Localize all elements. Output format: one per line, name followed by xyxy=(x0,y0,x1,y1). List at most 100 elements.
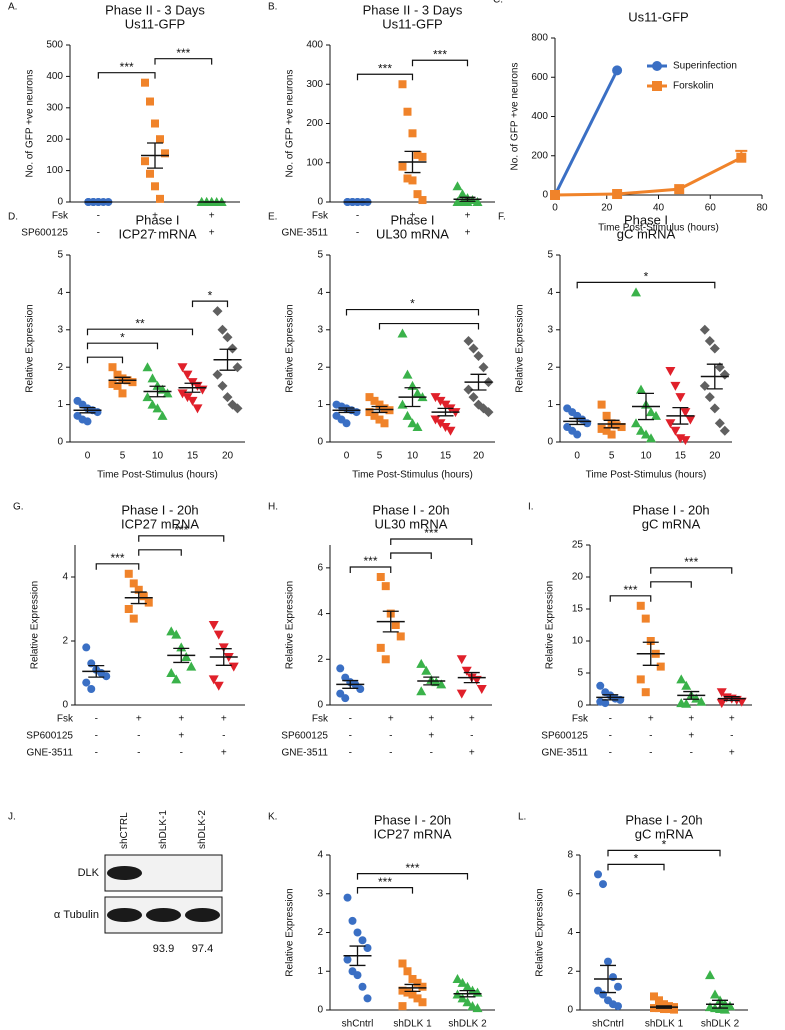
point xyxy=(599,880,607,889)
point xyxy=(365,408,374,417)
point xyxy=(358,982,367,991)
y-axis-label: No. of GFP +ve neurons xyxy=(510,63,521,171)
point xyxy=(166,668,177,677)
y-tick-label: 4 xyxy=(317,608,323,619)
point xyxy=(421,665,432,675)
y-tick-label: 1 xyxy=(57,399,63,410)
significance-bracket xyxy=(607,849,721,857)
y-tick-label: 5 xyxy=(317,250,323,261)
y-tick-label: 2 xyxy=(57,362,63,373)
point xyxy=(152,403,163,413)
point xyxy=(636,384,646,394)
y-tick-label: 0 xyxy=(317,1005,323,1016)
significance-bracket xyxy=(607,863,665,871)
point xyxy=(144,598,153,607)
point xyxy=(397,399,408,409)
point xyxy=(124,569,133,578)
point xyxy=(636,675,645,684)
x-axis-label: Time Post-Stimulus (hours) xyxy=(586,470,707,481)
point xyxy=(602,411,611,420)
point xyxy=(380,404,389,413)
x-tick-label: 5 xyxy=(120,451,126,462)
y-tick-label: 5 xyxy=(547,250,553,261)
y-tick-label: 400 xyxy=(306,40,323,51)
y-tick-label: 3 xyxy=(57,324,63,335)
point xyxy=(142,392,153,402)
point xyxy=(408,176,417,185)
x-tick-label: 10 xyxy=(152,451,164,462)
significance-label: * xyxy=(410,297,415,311)
significance-label: *** xyxy=(363,554,377,568)
sem-bar xyxy=(470,373,487,391)
point xyxy=(617,423,626,432)
y-tick-label: 0 xyxy=(62,700,68,711)
point xyxy=(192,381,203,391)
sem-bar xyxy=(656,1005,672,1009)
point xyxy=(408,129,417,138)
point xyxy=(604,957,612,966)
x-tick-label: 15 xyxy=(187,451,199,462)
point xyxy=(403,967,412,976)
point xyxy=(614,1002,622,1011)
sem-bar xyxy=(642,641,659,666)
point xyxy=(157,410,168,420)
point xyxy=(171,629,182,639)
point xyxy=(681,680,692,690)
point xyxy=(151,182,159,191)
condition-mark: + xyxy=(428,714,434,725)
y-tick-label: 100 xyxy=(46,165,63,176)
y-tick-label: 200 xyxy=(306,118,323,129)
sem-bar xyxy=(437,407,454,417)
panel-label: L. xyxy=(518,812,526,823)
point xyxy=(681,698,692,708)
x-tick-label: 15 xyxy=(675,451,687,462)
point xyxy=(705,970,715,980)
point xyxy=(612,189,623,200)
point xyxy=(341,694,350,703)
panel-label: K. xyxy=(268,812,277,823)
point xyxy=(365,393,374,402)
sem-bar xyxy=(404,983,421,993)
condition-mark: - xyxy=(389,748,392,759)
y-axis-label: Relative Expression xyxy=(25,304,36,392)
significance-bracket xyxy=(356,873,469,880)
point xyxy=(396,632,405,641)
y-tick-label: 2 xyxy=(567,966,573,977)
point xyxy=(714,418,725,429)
point xyxy=(704,392,715,403)
point xyxy=(631,287,641,297)
point xyxy=(177,363,188,373)
point xyxy=(217,380,228,391)
chart-title: Phase I - 20h xyxy=(625,812,702,827)
point xyxy=(418,982,427,991)
condition-mark: + xyxy=(688,714,694,725)
y-tick-label: 2 xyxy=(317,362,323,373)
y-tick-label: 4 xyxy=(62,572,68,583)
condition-mark: + xyxy=(469,748,475,759)
point xyxy=(665,419,676,429)
panel-label: H. xyxy=(268,502,278,513)
point xyxy=(162,388,173,398)
point xyxy=(670,381,681,391)
condition-mark: - xyxy=(411,228,414,239)
band xyxy=(145,908,182,922)
point xyxy=(376,643,385,652)
point xyxy=(614,982,622,991)
panel-label: E. xyxy=(268,212,277,223)
significance-bracket xyxy=(411,59,469,67)
x-tick-label: 5 xyxy=(609,451,615,462)
point xyxy=(601,699,610,708)
point xyxy=(156,135,164,144)
significance-label: *** xyxy=(174,523,188,537)
point xyxy=(218,643,229,653)
point xyxy=(398,80,407,89)
y-tick-label: 1 xyxy=(317,966,323,977)
point xyxy=(413,150,422,159)
y-tick-label: 20 xyxy=(572,572,584,583)
point xyxy=(583,419,592,428)
point xyxy=(83,417,92,426)
point xyxy=(413,978,422,987)
y-tick-label: 2 xyxy=(62,636,68,647)
point xyxy=(656,662,665,671)
